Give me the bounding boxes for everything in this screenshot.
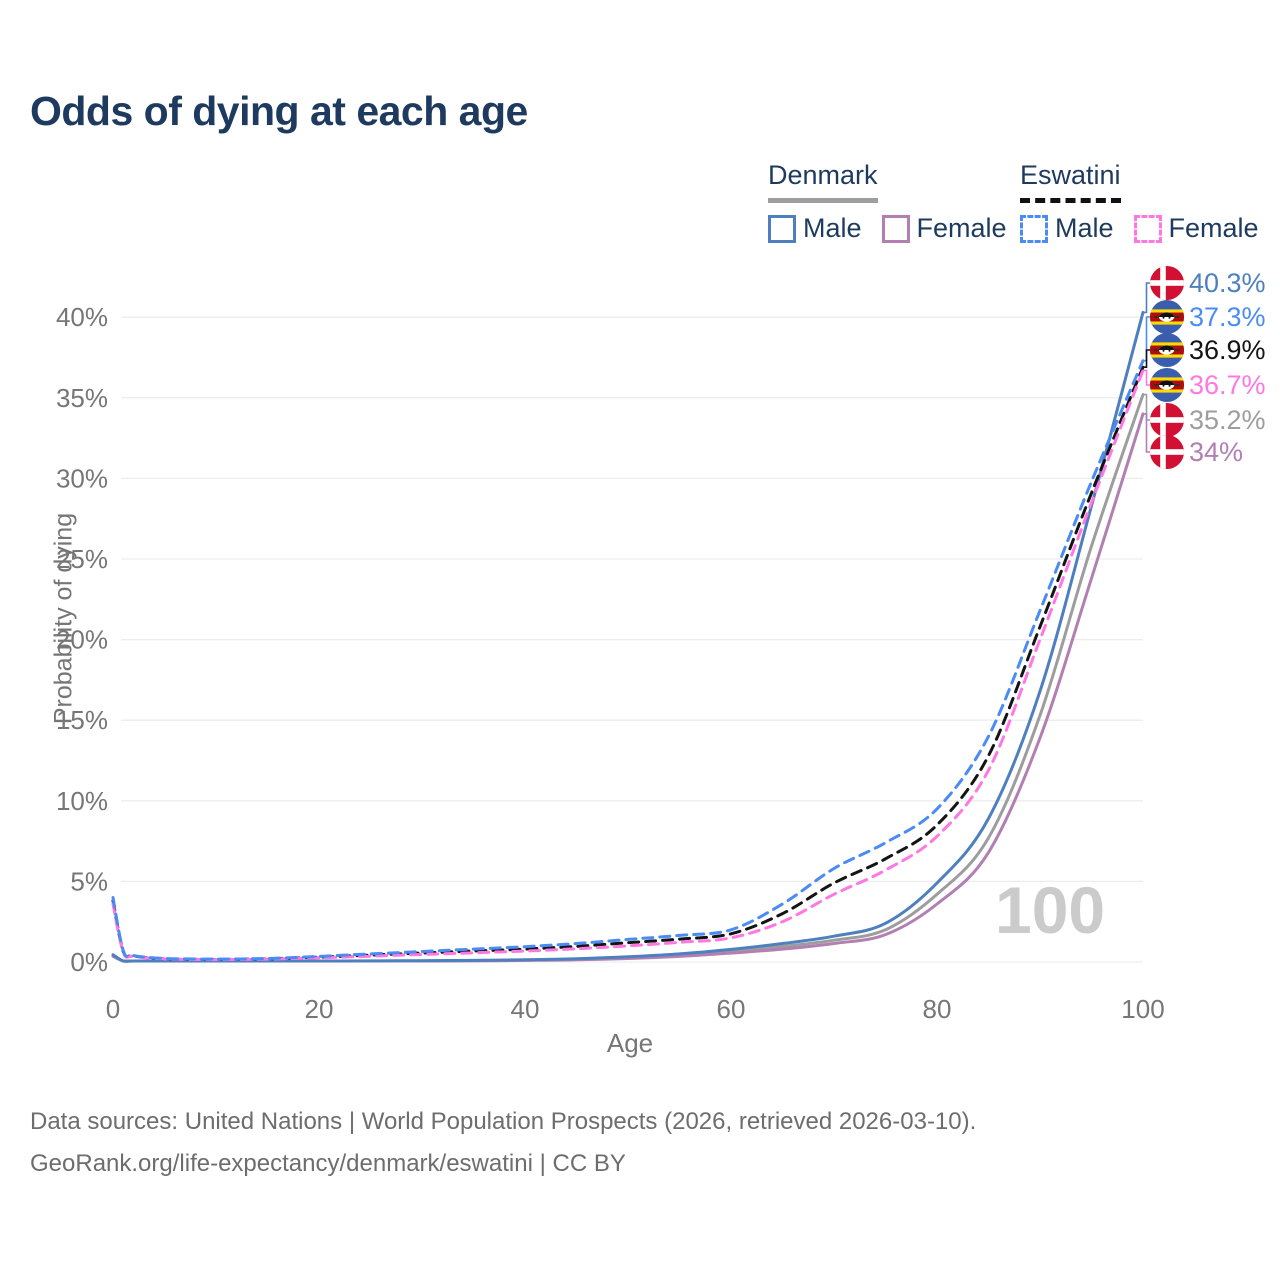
legend-label-eswatini-female[interactable]: Female <box>1168 213 1259 243</box>
eswatini-flag-icon <box>1150 368 1184 402</box>
legend-header-eswatini[interactable]: Eswatini <box>1020 160 1121 203</box>
legend-swatch-denmark-female[interactable] <box>881 214 910 243</box>
legend-group-denmark: Denmark Male Female <box>768 160 1027 244</box>
line-chart: 0% 5% 10% 15% 20% 25% 30% 35% 40% 0 20 40 60 80 100 <box>56 282 1165 1024</box>
x-tick-label: 20 <box>305 994 334 1024</box>
series-line-eswatini-male[interactable] <box>111 359 1145 961</box>
legend-swatch-eswatini-male[interactable] <box>1020 214 1048 243</box>
y-tick-label: 5% <box>70 866 108 896</box>
end-label-eswatini-male: 37.3% <box>1150 300 1266 334</box>
watermark-age-100: 100 <box>995 873 1106 947</box>
data-sources-text: Data sources: United Nations | World Pop… <box>30 1108 977 1135</box>
x-tick-label: 0 <box>106 994 120 1024</box>
y-tick-label: 10% <box>56 786 108 816</box>
y-tick-label: 35% <box>56 383 108 413</box>
y-axis-title: Probability of dying <box>49 512 78 725</box>
series-line-denmark-male[interactable] <box>111 310 1145 963</box>
eswatini-flag-icon <box>1150 333 1184 367</box>
end-label-denmark-both: 35.2% <box>1150 403 1266 437</box>
page-title: Odds of dying at each age <box>30 88 528 134</box>
end-label-eswatini-female: 36.7% <box>1150 368 1266 402</box>
denmark-flag-icon <box>1150 266 1184 300</box>
series-line-denmark-female[interactable] <box>111 412 1145 963</box>
legend-label-denmark-female[interactable]: Female <box>916 213 1007 243</box>
end-label-connector <box>1143 413 1151 453</box>
y-tick-label: 25% <box>56 544 108 574</box>
legend-header-denmark[interactable]: Denmark <box>768 160 878 203</box>
series-line-denmark-both[interactable] <box>111 393 1145 963</box>
legend-label-eswatini-male[interactable]: Male <box>1055 213 1114 243</box>
legend-swatch-eswatini-female[interactable] <box>1133 214 1162 243</box>
end-label-connector <box>1143 369 1151 386</box>
end-label-connector <box>1143 282 1151 314</box>
y-tick-label: 30% <box>56 463 108 493</box>
legend-label-denmark-male[interactable]: Male <box>803 213 862 243</box>
y-tick-label: 20% <box>56 625 108 655</box>
y-tick-label: 0% <box>70 947 108 977</box>
legend-group-eswatini: Eswatini Male Female <box>1020 160 1279 244</box>
end-label-denmark-female: 34% <box>1150 435 1243 469</box>
end-label-connector <box>1143 316 1151 362</box>
eswatini-flag-icon <box>1150 300 1184 334</box>
series-line-eswatini-both[interactable] <box>111 365 1145 961</box>
attribution-link-text[interactable]: GeoRank.org/life-expectancy/denmark/eswa… <box>30 1150 626 1177</box>
end-label-denmark-male: 40.3% <box>1150 266 1266 300</box>
x-axis-title: Age <box>606 1028 654 1058</box>
legend-swatch-denmark-male[interactable] <box>768 214 796 243</box>
x-tick-label: 60 <box>717 994 746 1024</box>
y-tick-label: 40% <box>56 302 108 332</box>
end-label-connector <box>1143 393 1151 421</box>
end-label-eswatini-both: 36.9% <box>1150 333 1266 367</box>
series-line-eswatini-female[interactable] <box>111 368 1145 962</box>
x-tick-label: 100 <box>1121 994 1164 1024</box>
x-tick-label: 80 <box>923 994 952 1024</box>
y-tick-label: 15% <box>56 705 108 735</box>
x-tick-label: 40 <box>511 994 540 1024</box>
denmark-flag-icon <box>1150 435 1184 469</box>
denmark-flag-icon <box>1150 403 1184 437</box>
end-label-connector <box>1143 349 1151 368</box>
